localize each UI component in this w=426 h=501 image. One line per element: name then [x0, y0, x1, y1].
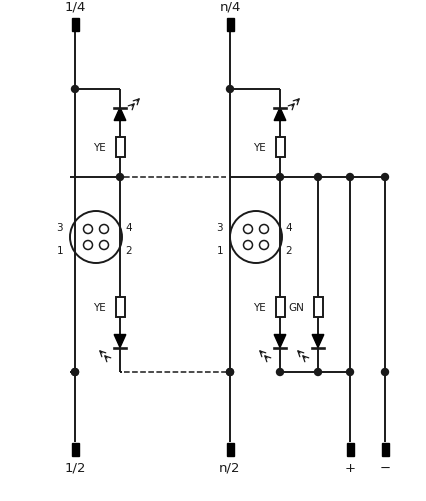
- Text: 3: 3: [56, 222, 63, 232]
- Polygon shape: [274, 108, 286, 121]
- Bar: [276, 138, 285, 158]
- Circle shape: [346, 369, 354, 376]
- Bar: [115, 298, 124, 317]
- Circle shape: [227, 86, 233, 93]
- Circle shape: [314, 174, 322, 181]
- Text: 3: 3: [216, 222, 223, 232]
- Bar: [227, 442, 233, 455]
- Circle shape: [382, 369, 389, 376]
- Text: GN: GN: [288, 303, 304, 313]
- Text: 2: 2: [285, 245, 292, 256]
- Polygon shape: [114, 335, 126, 348]
- Bar: [72, 19, 78, 32]
- Text: YE: YE: [93, 143, 106, 153]
- Polygon shape: [312, 335, 324, 348]
- Circle shape: [346, 174, 354, 181]
- Text: 2: 2: [125, 245, 132, 256]
- Polygon shape: [274, 335, 286, 348]
- Text: 1: 1: [216, 245, 223, 256]
- Text: +: +: [345, 461, 356, 474]
- Circle shape: [116, 174, 124, 181]
- Circle shape: [72, 86, 78, 93]
- Circle shape: [227, 369, 233, 376]
- Bar: [72, 442, 78, 455]
- Text: 4: 4: [125, 222, 132, 232]
- Bar: [382, 442, 389, 455]
- Circle shape: [227, 369, 233, 376]
- Bar: [115, 138, 124, 158]
- Text: 1: 1: [56, 245, 63, 256]
- Bar: [314, 298, 322, 317]
- Bar: [276, 298, 285, 317]
- Bar: [346, 442, 354, 455]
- Polygon shape: [114, 108, 126, 121]
- Bar: [227, 19, 233, 32]
- Text: 1/2: 1/2: [64, 461, 86, 474]
- Text: 1/4: 1/4: [64, 0, 86, 13]
- Text: −: −: [380, 461, 391, 474]
- Circle shape: [72, 369, 78, 376]
- Circle shape: [314, 369, 322, 376]
- Circle shape: [276, 369, 283, 376]
- Circle shape: [72, 369, 78, 376]
- Text: 4: 4: [285, 222, 292, 232]
- Text: n/2: n/2: [219, 461, 241, 474]
- Text: n/4: n/4: [219, 0, 241, 13]
- Circle shape: [276, 174, 283, 181]
- Text: YE: YE: [253, 303, 266, 313]
- Text: YE: YE: [253, 143, 266, 153]
- Circle shape: [382, 174, 389, 181]
- Text: YE: YE: [93, 303, 106, 313]
